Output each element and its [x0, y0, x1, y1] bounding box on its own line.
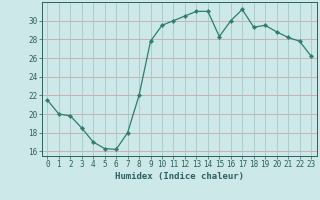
- X-axis label: Humidex (Indice chaleur): Humidex (Indice chaleur): [115, 172, 244, 181]
